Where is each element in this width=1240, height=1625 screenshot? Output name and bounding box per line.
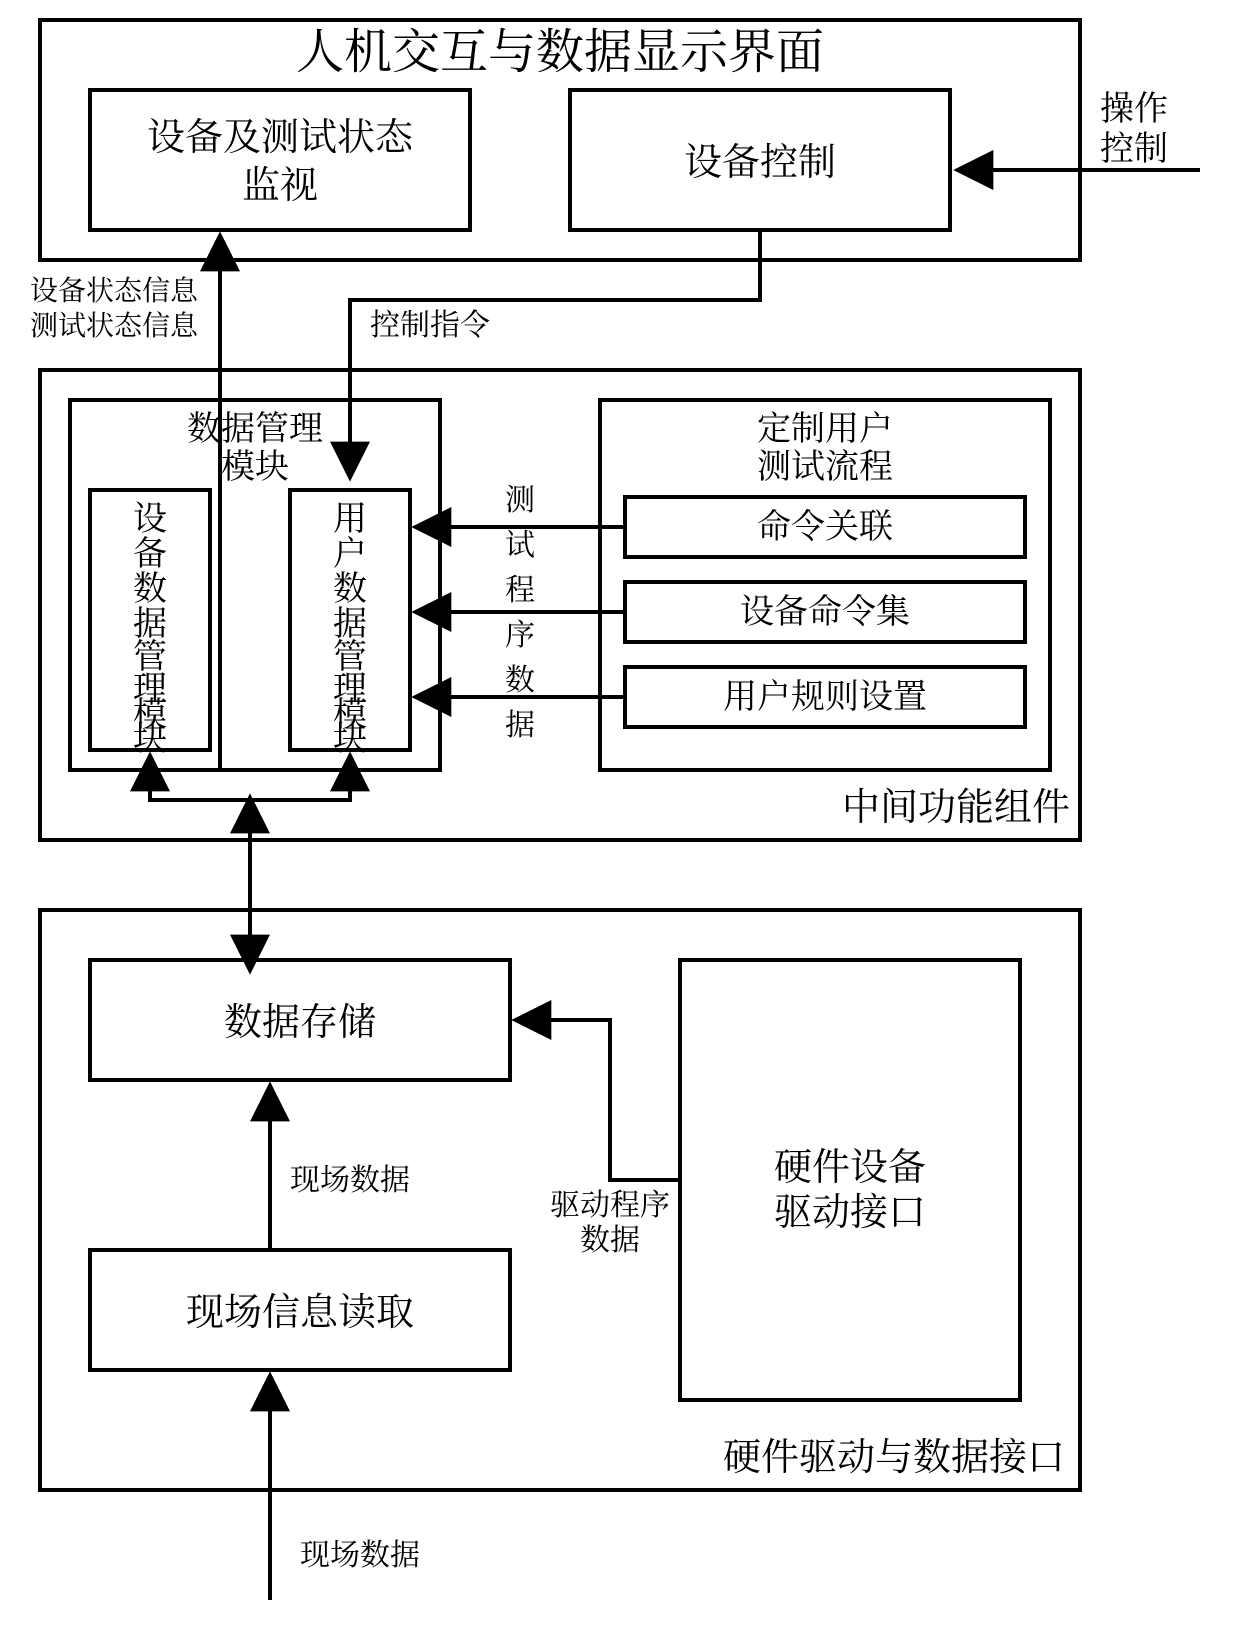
svg-text:数: 数 bbox=[505, 655, 535, 699]
svg-text:序: 序 bbox=[505, 610, 535, 654]
box-hw-driver-iface: 硬件设备 驱动接口 bbox=[680, 960, 1020, 1400]
box-device-data-mgr: 设 备 数 据 管 理 模 块 bbox=[90, 490, 210, 760]
row-cmd-assoc: 命令关联 bbox=[757, 499, 893, 548]
row-device-cmdset: 设备命令集 bbox=[740, 584, 910, 633]
edge-driver-to-store bbox=[518, 1020, 680, 1180]
drv-l2: 数据 bbox=[580, 1215, 640, 1259]
layer2-title: 中间功能组件 bbox=[842, 776, 1070, 831]
row-user-rules: 用户规则设置 bbox=[723, 669, 927, 718]
label-test-program-data: 测 试 程 序 数 据 bbox=[505, 475, 535, 744]
layer3-title: 硬件驱动与数据接口 bbox=[723, 1426, 1065, 1481]
op-l2: 控制 bbox=[1100, 121, 1168, 170]
field-data-label: 现场数据 bbox=[290, 1155, 410, 1199]
layer-middleware: 中间功能组件 数据管理 模块 设 备 数 据 管 理 模 块 用 户 数 据 管… bbox=[40, 370, 1080, 840]
custom-l2: 测试流程 bbox=[757, 439, 893, 488]
system-architecture-diagram: 人机交互与数据显示界面 设备及测试状态 监视 设备控制 操作 控制 设备状态信息… bbox=[0, 0, 1240, 1625]
status-l1: 设备状态信息 bbox=[30, 269, 199, 309]
layer-hmi: 人机交互与数据显示界面 设备及测试状态 监视 设备控制 bbox=[40, 13, 1080, 260]
ext-field-label: 现场数据 bbox=[300, 1530, 420, 1574]
svg-text:程: 程 bbox=[505, 565, 535, 609]
layer1-title: 人机交互与数据显示界面 bbox=[296, 13, 824, 82]
status-monitor-l2: 监视 bbox=[242, 154, 318, 209]
layer-hardware: 硬件驱动与数据接口 数据存储 现场信息读取 硬件设备 驱动接口 现场数据 驱动程… bbox=[40, 910, 1080, 1490]
edge-data-bus bbox=[150, 758, 350, 800]
svg-text:块: 块 bbox=[133, 711, 167, 760]
edge-control-cmd: 控制指令 bbox=[350, 230, 760, 475]
data-store-label: 数据存储 bbox=[224, 991, 376, 1046]
box-user-data-mgr: 用 户 数 据 管 理 模 块 bbox=[290, 490, 410, 760]
box-field-read: 现场信息读取 bbox=[90, 1250, 510, 1370]
hw-l2: 驱动接口 bbox=[774, 1181, 926, 1236]
box-status-monitor: 设备及测试状态 监视 bbox=[90, 90, 470, 230]
box-data-store: 数据存储 bbox=[90, 960, 510, 1080]
box-custom-flow: 定制用户 测试流程 命令关联 设备命令集 用户规则设置 bbox=[600, 400, 1050, 770]
field-read-label: 现场信息读取 bbox=[186, 1281, 414, 1336]
box-device-control: 设备控制 bbox=[570, 90, 950, 230]
status-monitor-l1: 设备及测试状态 bbox=[147, 106, 414, 161]
ctrl-label: 控制指令 bbox=[370, 300, 490, 344]
svg-text:块: 块 bbox=[333, 711, 367, 760]
svg-text:测: 测 bbox=[505, 475, 535, 519]
datamgr-l2: 模块 bbox=[221, 439, 289, 488]
device-control-label: 设备控制 bbox=[684, 131, 836, 186]
svg-text:据: 据 bbox=[505, 700, 535, 744]
status-l2: 测试状态信息 bbox=[30, 304, 199, 344]
